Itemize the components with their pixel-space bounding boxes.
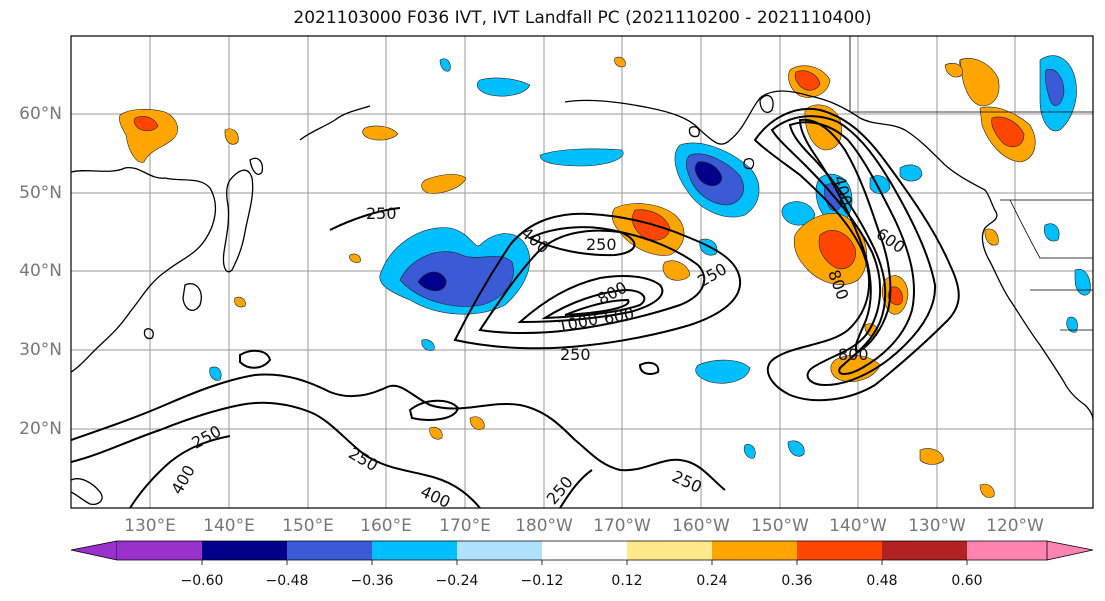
map-title: 2021103000 F036 IVT, IVT Landfall PC (20…: [293, 8, 872, 28]
lon-label-140w: 140°W: [829, 516, 887, 536]
contour-label: 250: [366, 204, 397, 223]
colorbar: [70, 540, 1094, 565]
lat-label-60n: 60°N: [19, 104, 62, 124]
lat-label-50n: 50°N: [19, 183, 62, 203]
lon-label-150w: 150°W: [751, 516, 809, 536]
lon-label-130e: 130°E: [124, 516, 176, 536]
contour-label: 800: [838, 345, 869, 364]
lon-label-160w: 160°W: [672, 516, 730, 536]
lat-label-40n: 40°N: [19, 261, 62, 281]
colorbar-tick-label: 0.36: [781, 573, 813, 589]
colorbar-tick-label: −0.36: [350, 573, 394, 589]
colorbar-tick-label: 0.60: [951, 573, 983, 589]
map-border: [70, 35, 1094, 509]
lon-label-180w: 180°W: [515, 516, 573, 536]
positive-pc-fill: [119, 56, 1036, 498]
ivt-contours: [71, 107, 960, 508]
lon-label-140e: 140°E: [203, 516, 255, 536]
colorbar-tick-label: 0.24: [696, 573, 728, 589]
political-boundaries: [849, 36, 1093, 331]
lon-label-120w: 120°W: [986, 516, 1044, 536]
colorbar-tick-label: −0.12: [520, 573, 564, 589]
contour-label: 250: [586, 235, 617, 254]
lon-label-160e: 160°E: [360, 516, 412, 536]
lat-label-20n: 20°N: [19, 419, 62, 439]
lon-label-170e: 170°E: [439, 516, 491, 536]
lon-label-150e: 150°E: [282, 516, 334, 536]
colorbar-tick-label: 0.48: [866, 573, 898, 589]
coastlines: [71, 90, 1093, 506]
contour-label: 250: [560, 345, 591, 364]
colorbar-tick-label: 0.12: [611, 573, 643, 589]
lat-label-30n: 30°N: [19, 340, 62, 360]
lon-label-130w: 130°W: [908, 516, 966, 536]
colorbar-tick-label: −0.24: [435, 573, 479, 589]
colorbar-tick-label: −0.48: [265, 573, 309, 589]
lon-label-170w: 170°W: [593, 516, 651, 536]
colorbar-tick-label: −0.60: [180, 573, 224, 589]
